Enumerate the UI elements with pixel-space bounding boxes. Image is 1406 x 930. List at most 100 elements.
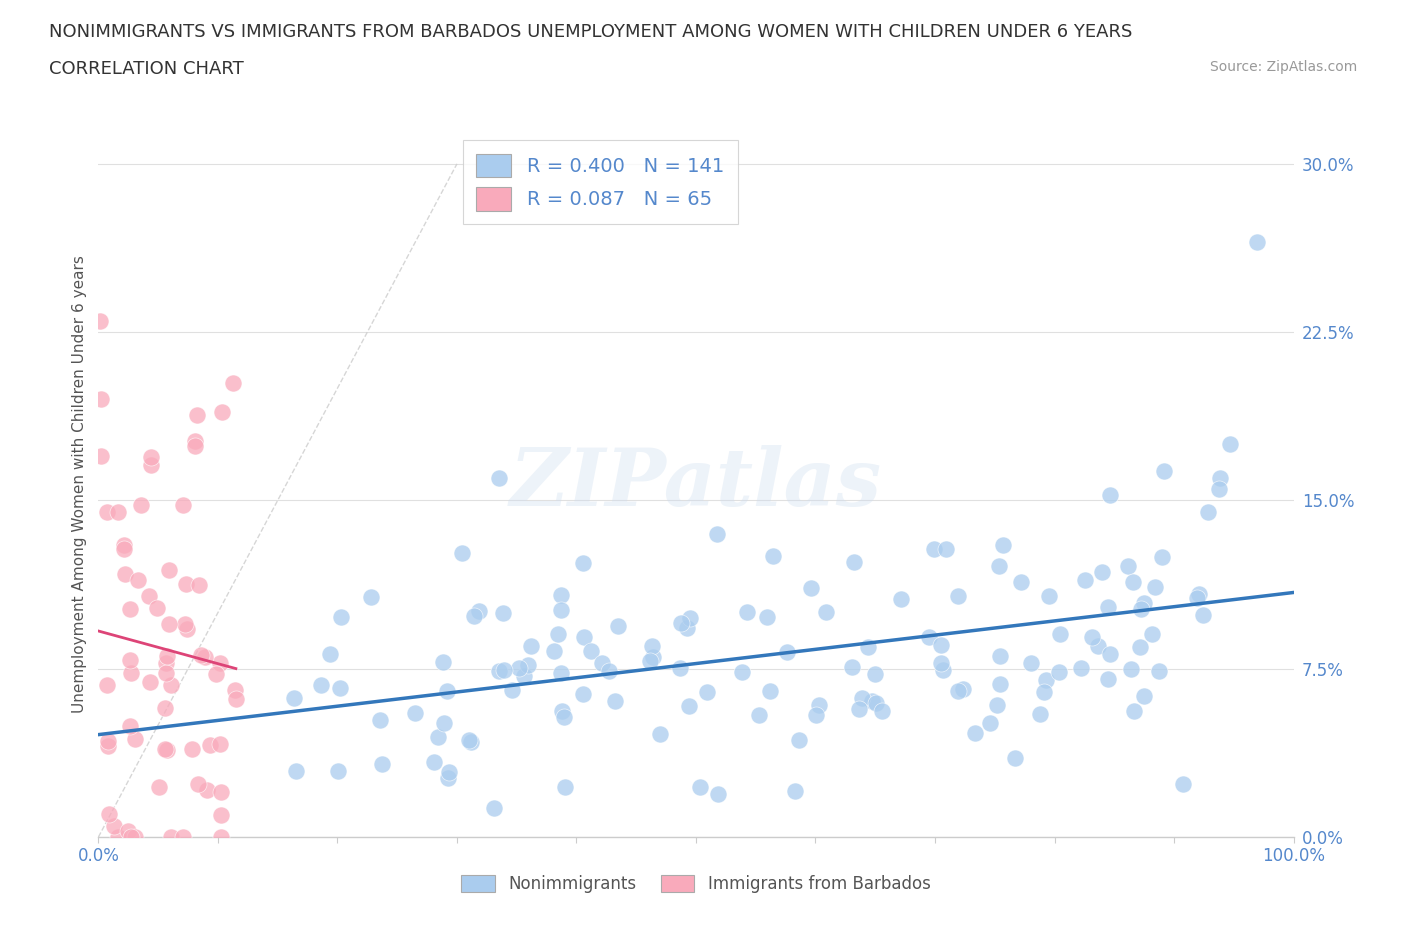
Point bbox=[1132, 595, 1154, 610]
Point bbox=[1133, 688, 1156, 703]
Point bbox=[174, 577, 197, 591]
Point bbox=[432, 655, 454, 670]
Point bbox=[991, 538, 1014, 552]
Point bbox=[1144, 579, 1167, 594]
Point bbox=[160, 677, 183, 692]
Point bbox=[460, 735, 482, 750]
Point bbox=[731, 665, 754, 680]
Point bbox=[1035, 672, 1057, 687]
Point bbox=[360, 590, 382, 604]
Point bbox=[924, 541, 946, 556]
Point bbox=[1147, 664, 1170, 679]
Point bbox=[328, 764, 350, 778]
Point bbox=[120, 830, 142, 844]
Point bbox=[370, 757, 392, 772]
Point bbox=[1004, 751, 1026, 766]
Point bbox=[156, 743, 179, 758]
Point bbox=[1097, 600, 1119, 615]
Point bbox=[451, 545, 474, 560]
Point bbox=[668, 661, 690, 676]
Point bbox=[1097, 671, 1119, 686]
Point bbox=[1033, 684, 1056, 699]
Point bbox=[107, 504, 129, 519]
Point bbox=[433, 716, 456, 731]
Point bbox=[1029, 706, 1052, 721]
Point bbox=[598, 664, 620, 679]
Point bbox=[124, 732, 146, 747]
Point bbox=[463, 608, 485, 623]
Point bbox=[841, 659, 863, 674]
Point bbox=[1049, 627, 1071, 642]
Point bbox=[987, 559, 1010, 574]
Point bbox=[368, 712, 391, 727]
Point bbox=[120, 666, 142, 681]
Point bbox=[1187, 591, 1209, 605]
Point bbox=[98, 806, 121, 821]
Point bbox=[96, 677, 118, 692]
Point bbox=[1150, 550, 1173, 565]
Point bbox=[870, 704, 893, 719]
Point bbox=[696, 684, 718, 699]
Point bbox=[127, 573, 149, 588]
Point bbox=[492, 605, 515, 620]
Point bbox=[952, 682, 974, 697]
Point bbox=[283, 690, 305, 705]
Point bbox=[756, 609, 779, 624]
Point bbox=[735, 604, 758, 619]
Text: Source: ZipAtlas.com: Source: ZipAtlas.com bbox=[1209, 60, 1357, 74]
Point bbox=[118, 653, 141, 668]
Point bbox=[209, 830, 232, 844]
Point bbox=[669, 616, 692, 631]
Point bbox=[1123, 704, 1146, 719]
Point bbox=[929, 638, 952, 653]
Point bbox=[1087, 639, 1109, 654]
Point bbox=[138, 589, 160, 604]
Point bbox=[929, 656, 952, 671]
Point bbox=[808, 698, 831, 712]
Point bbox=[638, 654, 661, 669]
Point bbox=[1010, 575, 1032, 590]
Point bbox=[112, 541, 135, 556]
Point bbox=[209, 737, 232, 751]
Point bbox=[1121, 661, 1143, 676]
Point bbox=[129, 498, 152, 512]
Point bbox=[118, 602, 141, 617]
Point bbox=[89, 313, 111, 328]
Point bbox=[1047, 665, 1070, 680]
Point bbox=[517, 658, 540, 672]
Point bbox=[153, 701, 176, 716]
Point bbox=[120, 719, 142, 734]
Point bbox=[225, 692, 247, 707]
Point bbox=[141, 458, 163, 472]
Point bbox=[492, 662, 515, 677]
Point bbox=[1019, 656, 1042, 671]
Point bbox=[194, 649, 217, 664]
Point bbox=[186, 408, 208, 423]
Point bbox=[863, 667, 886, 682]
Point bbox=[1122, 575, 1144, 590]
Point bbox=[678, 699, 700, 714]
Point bbox=[988, 677, 1011, 692]
Point bbox=[222, 376, 245, 391]
Point bbox=[436, 684, 458, 698]
Point bbox=[579, 644, 602, 658]
Point bbox=[550, 603, 572, 618]
Point bbox=[209, 656, 232, 671]
Point bbox=[762, 549, 785, 564]
Point bbox=[457, 733, 479, 748]
Point bbox=[488, 471, 510, 485]
Legend: Nonimmigrants, Immigrants from Barbados: Nonimmigrants, Immigrants from Barbados bbox=[454, 868, 938, 899]
Point bbox=[1070, 660, 1092, 675]
Point bbox=[112, 538, 135, 552]
Point bbox=[157, 617, 180, 631]
Point bbox=[209, 785, 232, 800]
Point bbox=[160, 830, 183, 844]
Point bbox=[200, 737, 222, 752]
Point bbox=[488, 664, 510, 679]
Point bbox=[1209, 471, 1232, 485]
Point bbox=[329, 681, 352, 696]
Point bbox=[184, 438, 207, 453]
Point bbox=[935, 541, 957, 556]
Point bbox=[574, 629, 596, 644]
Point bbox=[706, 526, 728, 541]
